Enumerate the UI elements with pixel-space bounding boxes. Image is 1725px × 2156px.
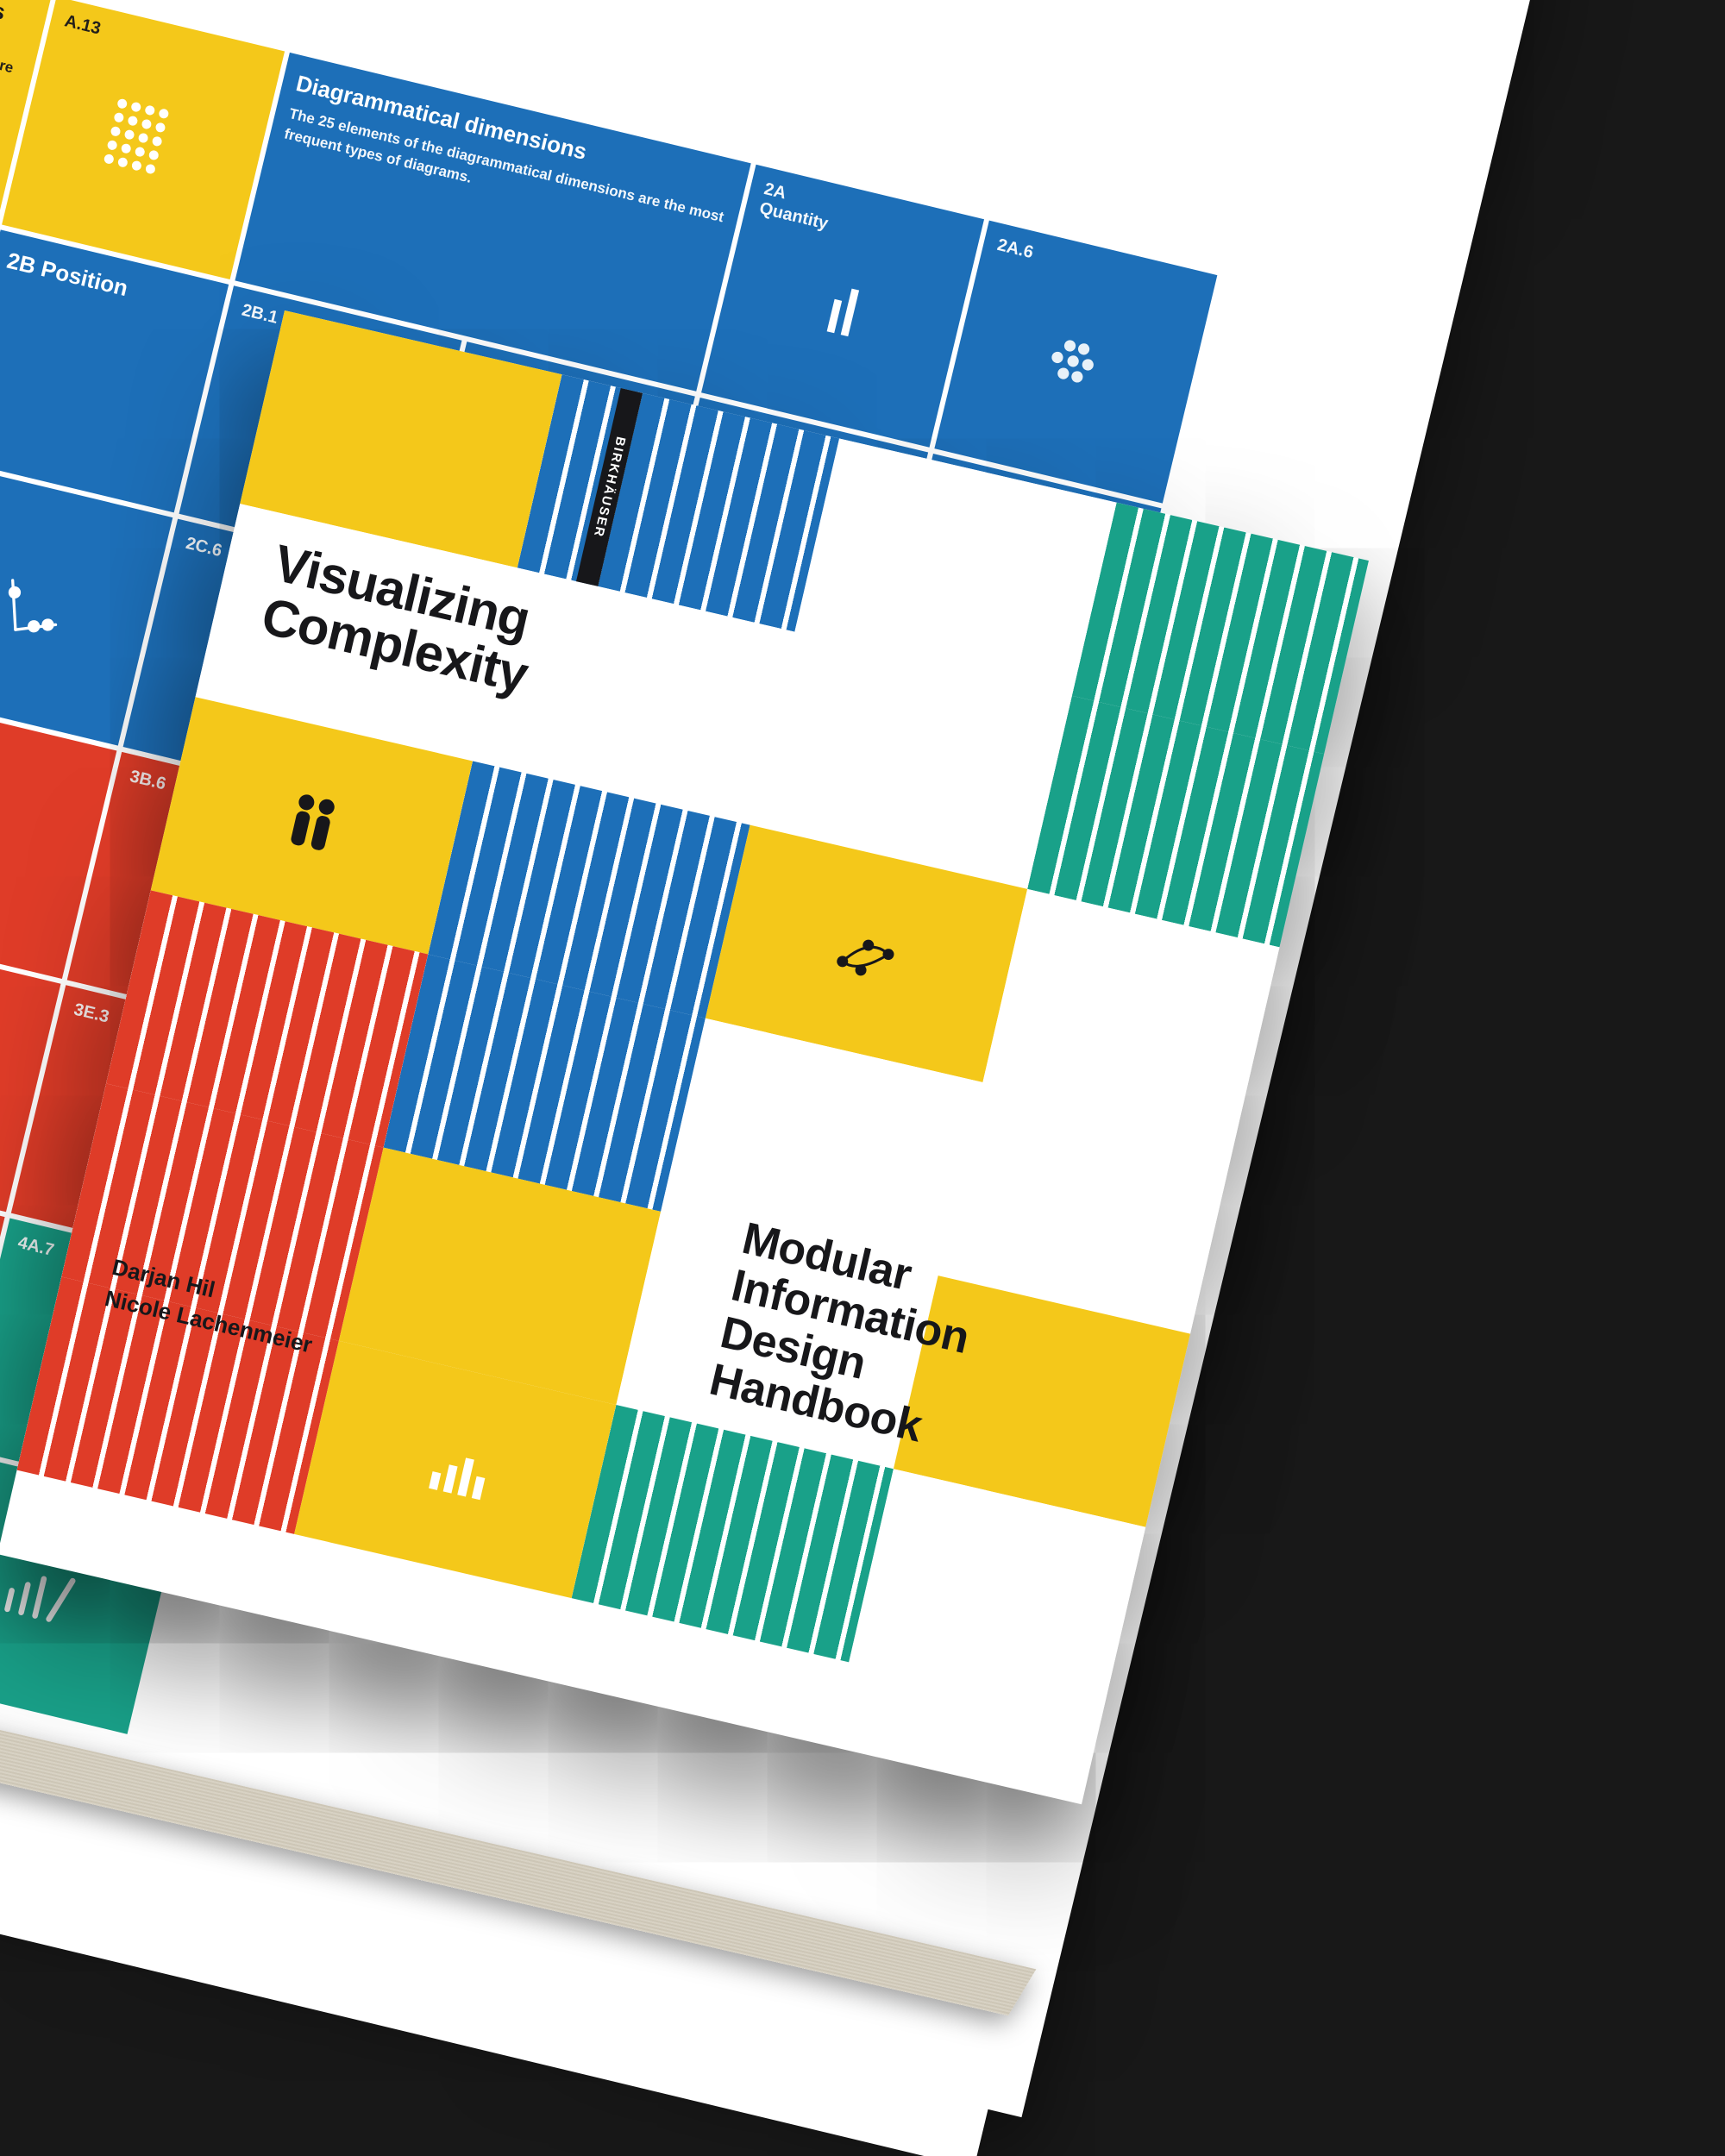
- bar-chart-icon: [701, 165, 984, 448]
- poster-cell-heading: Data dimensions: [0, 0, 34, 32]
- dot-matrix-icon: [2, 0, 285, 279]
- poster-cell-2a: 2A Quantity: [701, 165, 984, 448]
- network-nodes-icon: [815, 902, 919, 1006]
- poster-cell-a13: A.13: [2, 0, 285, 279]
- scene-root: ModularInformationDesign Data dimensions…: [0, 0, 1725, 2156]
- bar-chart-icon-cover: [404, 1418, 507, 1521]
- poster-cell-2a6: 2A.6: [934, 221, 1217, 504]
- people-pair-icon: [260, 774, 363, 877]
- diamond-dots-icon: [934, 221, 1217, 504]
